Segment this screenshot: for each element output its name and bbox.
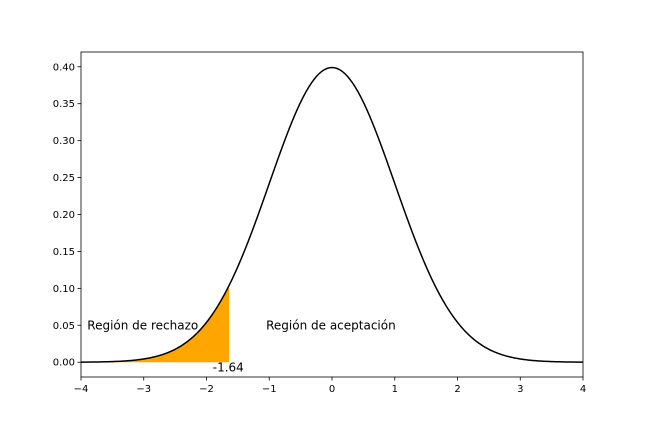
y-tick-label: 0.25 bbox=[53, 173, 75, 184]
y-tick-label: 0.35 bbox=[53, 99, 75, 110]
y-tick-label: 0.15 bbox=[53, 247, 75, 258]
x-tick-label: −3 bbox=[136, 384, 151, 395]
x-tick-label: −1 bbox=[262, 384, 277, 395]
x-tick-label: 1 bbox=[392, 384, 398, 395]
y-tick-label: 0.10 bbox=[53, 284, 75, 295]
x-tick-label: −4 bbox=[74, 384, 89, 395]
y-tick-label: 0.40 bbox=[53, 62, 75, 73]
annotation-text: Región de rechazo bbox=[87, 318, 198, 332]
y-tick-label: 0.05 bbox=[53, 321, 75, 332]
y-tick-label: 0.20 bbox=[53, 210, 75, 221]
annotation-text: Región de aceptación bbox=[266, 318, 396, 332]
y-tick-label: 0.30 bbox=[53, 136, 75, 147]
annotation-text: -1.64 bbox=[213, 360, 244, 374]
x-tick-label: 3 bbox=[517, 384, 523, 395]
x-tick-label: 2 bbox=[454, 384, 460, 395]
plot-area: −4 −3 −2 −1 0 1 2 3 4 0.00 0.05 0.10 0.15 0.20 0.25 0.3… bbox=[53, 51, 586, 395]
y-tick-label: 0.00 bbox=[53, 358, 75, 369]
rejection-region-fill bbox=[81, 285, 230, 363]
x-tick-label: 4 bbox=[580, 384, 586, 395]
x-tick-label: 0 bbox=[329, 384, 335, 395]
normal-density-curve bbox=[80, 66, 584, 363]
x-tick-label: −2 bbox=[199, 384, 214, 395]
